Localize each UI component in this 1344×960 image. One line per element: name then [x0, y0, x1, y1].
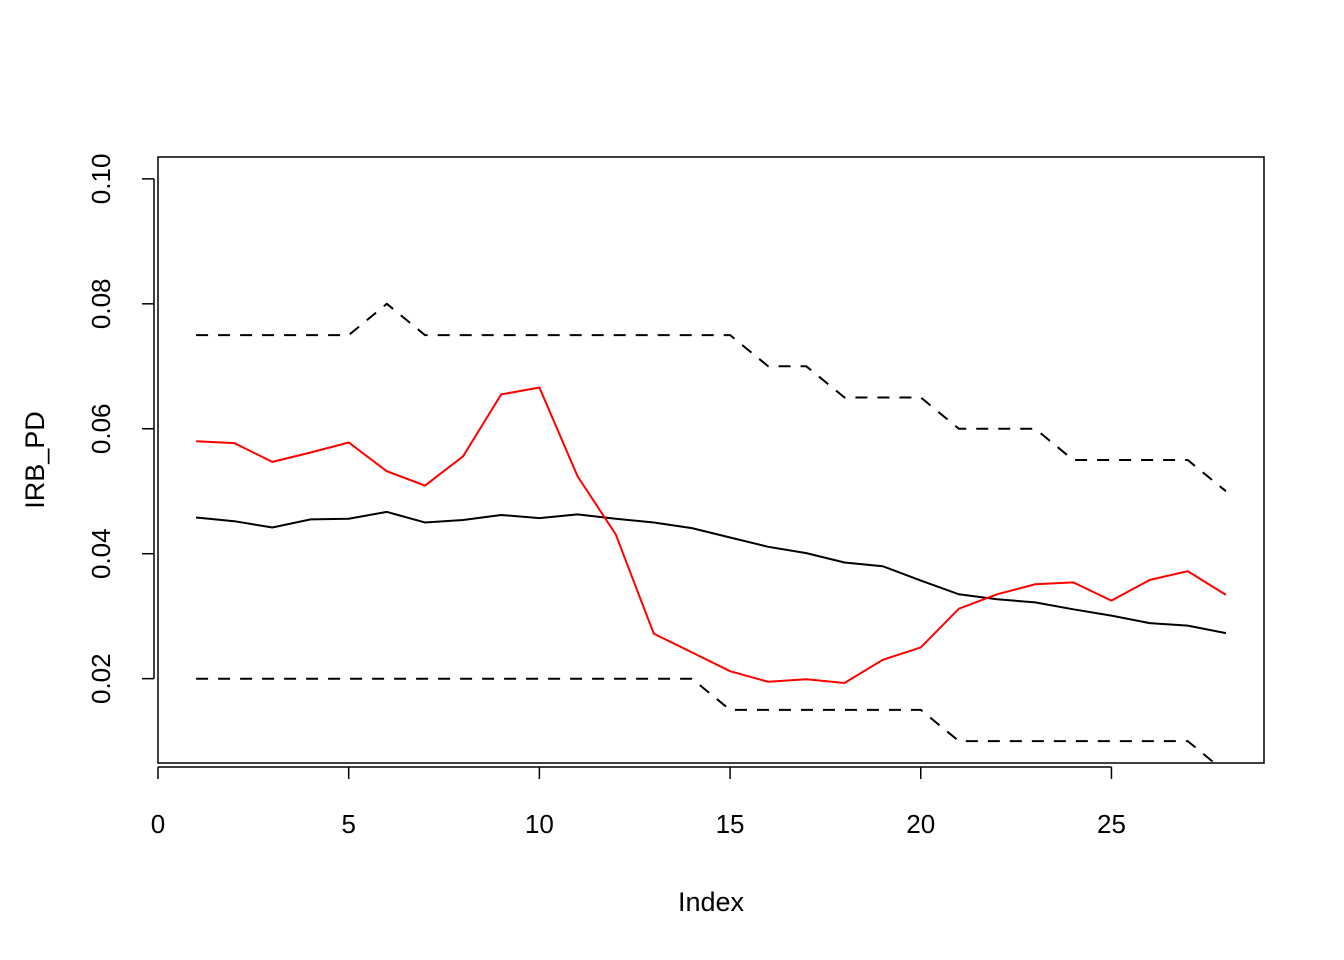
x-axis-title: Index: [678, 887, 745, 917]
y-tick-label: 0.08: [86, 278, 116, 329]
x-axis: 0 5 10 15 20 25: [151, 766, 1126, 839]
x-tick-label: 20: [906, 809, 935, 839]
x-tick-label: 0: [151, 809, 165, 839]
x-tick-label: 5: [341, 809, 355, 839]
x-tick-label: 15: [716, 809, 745, 839]
y-tick-label: 0.02: [86, 653, 116, 704]
series-layer: [196, 302, 1227, 763]
series-line-3: [196, 302, 1227, 492]
x-tick-label: 25: [1097, 809, 1126, 839]
y-tick-label: 0.10: [86, 154, 116, 205]
y-tick-label: 0.04: [86, 528, 116, 579]
plot-frame: [157, 156, 1265, 764]
y-tick-label: 0.06: [86, 403, 116, 454]
series-line-1: [196, 510, 1227, 635]
series-line-2: [196, 386, 1227, 685]
x-tick-label: 10: [525, 809, 554, 839]
series-line-4: [196, 677, 1217, 763]
y-axis: 0.02 0.04 0.06 0.08 0.10: [86, 154, 155, 704]
y-axis-title: IRB_PD: [20, 411, 50, 509]
